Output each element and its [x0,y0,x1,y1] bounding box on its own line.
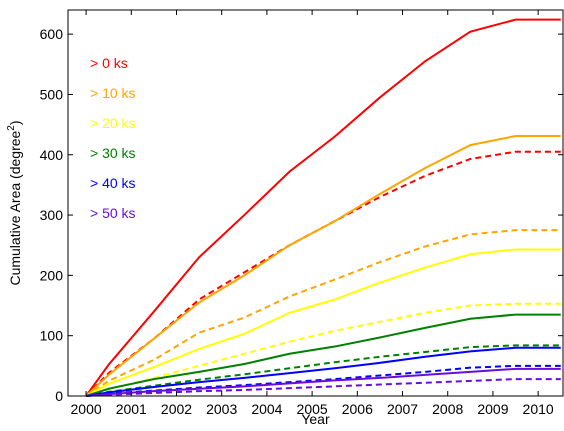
ticks-layer: 2000 2001 2002 2003 2004 2005 2006 2007 2008 2009… [40,10,563,417]
y-tick-label: 300 [40,207,64,223]
series-line [85,248,561,397]
x-tick-label: 2000 [71,401,102,417]
x-tick-label: 2004 [251,401,282,417]
series-line-dashed [86,378,561,397]
y-tick-label: 600 [40,26,64,42]
y-tick-label: 400 [40,147,64,163]
x-tick-label: 2005 [297,401,328,417]
x-axis-title: Year [301,411,330,427]
series-line-dashed [85,150,561,397]
x-tick-label: 2009 [477,401,508,417]
legend-entry: > 40 ks [90,175,136,191]
y-tick-label: 0 [55,388,63,404]
x-tick-label: 2010 [523,401,554,417]
y-axis-title-main: Cumulative Area (degree [7,130,23,285]
legend-entry: > 20 ks [90,115,136,131]
legend-entry: > 10 ks [90,85,136,101]
series-line [85,346,561,397]
series-line [85,313,561,397]
legend-entry: > 30 ks [90,145,136,161]
y-axis-title-superscript: 2 [6,125,17,131]
series-layer [85,18,561,397]
series-line [86,367,561,397]
x-tick-label: 2006 [342,401,373,417]
y-tick-label: 200 [40,267,64,283]
x-tick-label: 2002 [161,401,192,417]
legend-entry: > 0 ks [90,55,128,71]
x-tick-label: 2001 [116,401,147,417]
y-axis-title-close: ) [7,120,23,125]
x-tick-label: 2007 [387,401,418,417]
plot-frame [67,9,564,397]
x-tick-label: 2003 [206,401,237,417]
y-axis-title: Cumulative Area (degree2) [6,120,23,285]
series-line-dashed [85,344,561,397]
series-line [85,135,561,397]
y-tick-label: 500 [40,86,64,102]
x-tick-label: 2008 [432,401,463,417]
series-line [85,18,561,397]
y-tick-label: 100 [40,328,64,344]
legend-entry: > 50 ks [90,205,136,221]
series-line-dashed [85,229,561,397]
legend: > 0 ks > 10 ks > 20 ks > 30 ks > 40 ks > 50 k… [90,55,136,221]
